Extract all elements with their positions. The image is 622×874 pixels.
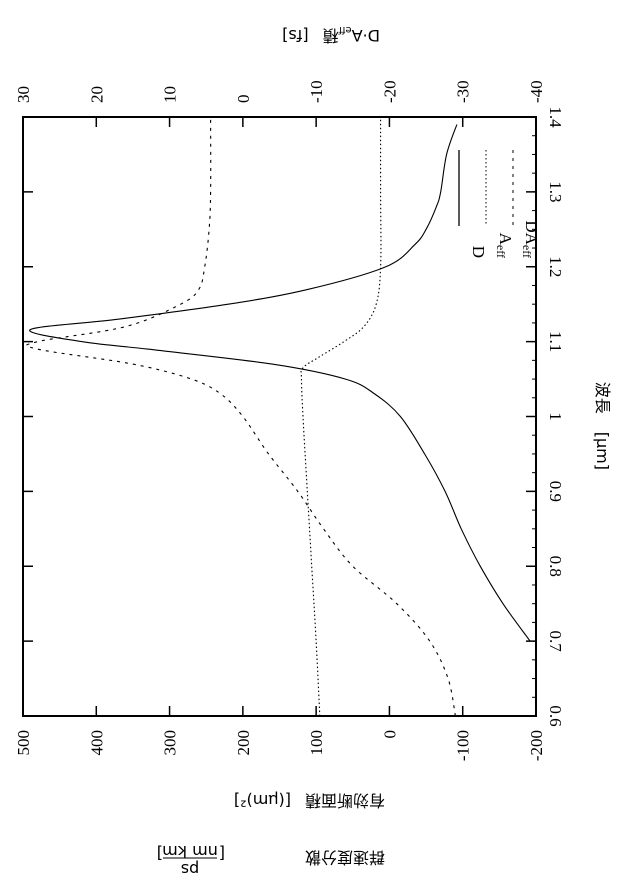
curve-d (30, 125, 530, 642)
top-axis-title-sub: eff (337, 24, 351, 35)
right-axis-unit: [μm] (593, 432, 612, 470)
legend-label-da-sub: eff (520, 245, 534, 258)
left-axis-tick-label: 100 (307, 730, 326, 756)
legend-label-daeff: DAeff (520, 220, 541, 258)
data-curves (26, 117, 530, 716)
legend-label-a: A (496, 233, 515, 246)
bottom-axis-title-area: 有効断面積 [(μm)²] (234, 791, 385, 810)
wavelength-tick-label: 1.1 (546, 331, 565, 352)
bottom-axis-title-dispersion: 群速度分散 (305, 848, 385, 867)
right-axis-tick-label: 10 (161, 86, 180, 103)
right-axis-tick-label: -10 (307, 80, 326, 103)
left-axis-tick-label: -100 (454, 730, 473, 761)
dispersion-unit-bracket-left: [ (219, 844, 225, 863)
left-axis-tick-label: 400 (87, 730, 106, 756)
wavelength-tick-label: 1.4 (546, 106, 565, 128)
dispersion-axis-title: 群速度分散 (305, 848, 385, 867)
dispersion-unit-bracket-right: ] (157, 844, 163, 863)
top-axis-title-suffix: 積 (323, 26, 339, 45)
right-axis-tick-label: -20 (380, 80, 399, 103)
right-axis-title-main: 波長 (593, 382, 612, 414)
wavelength-tick-label: 0.9 (546, 481, 565, 502)
left-axis-tick-label: -200 (527, 730, 546, 761)
right-axis-tick-label: 30 (14, 86, 33, 103)
curve-da-eff (26, 117, 455, 716)
left-axis-tick-label: 300 (161, 730, 180, 756)
wavelength-tick-label: 0.7 (546, 631, 565, 653)
right-axis-tick-label: -30 (454, 80, 473, 103)
right-axis-tick-label: 20 (87, 86, 106, 103)
legend-label-a-sub: eff (494, 245, 508, 258)
wavelength-tick-label: 1.3 (546, 181, 565, 202)
right-axis-title: 波長 [μm] (593, 382, 612, 470)
top-axis-unit: [fs] (282, 26, 308, 45)
area-axis-title: 有効断面積 (305, 791, 385, 810)
left-axis-tick-label: 0 (380, 730, 399, 739)
axis-tick-labels: 0.60.70.80.911.11.21.31.4500400300200100… (14, 80, 565, 761)
wavelength-tick-label: 0.8 (546, 556, 565, 577)
wavelength-tick-label: 1 (546, 412, 565, 421)
dispersion-unit-denominator: nm km (162, 842, 218, 861)
legend: D Aeff DAeff (459, 150, 541, 258)
left-axis-tick-label: 500 (14, 730, 33, 756)
left-axis-tick-label: 200 (234, 730, 253, 756)
curve-a-eff (301, 117, 381, 716)
right-axis-tick-label: 0 (234, 95, 253, 104)
area-axis-unit: [(μm)²] (234, 791, 291, 810)
legend-label-aeff: Aeff (494, 233, 515, 258)
right-axis-tick-label: -40 (527, 80, 546, 103)
dispersion-unit-numerator: ps (181, 860, 200, 874)
top-axis-title: D·Aeff積 [fs] (282, 24, 380, 45)
legend-label-d: D (469, 246, 488, 258)
wavelength-tick-label: 0.6 (546, 705, 565, 726)
rotated-line-chart: 0.60.70.80.911.11.21.31.4500400300200100… (0, 0, 622, 874)
wavelength-tick-label: 1.2 (546, 256, 565, 277)
top-axis-title-main: D·A (352, 26, 380, 45)
legend-label-da: DA (522, 220, 541, 245)
